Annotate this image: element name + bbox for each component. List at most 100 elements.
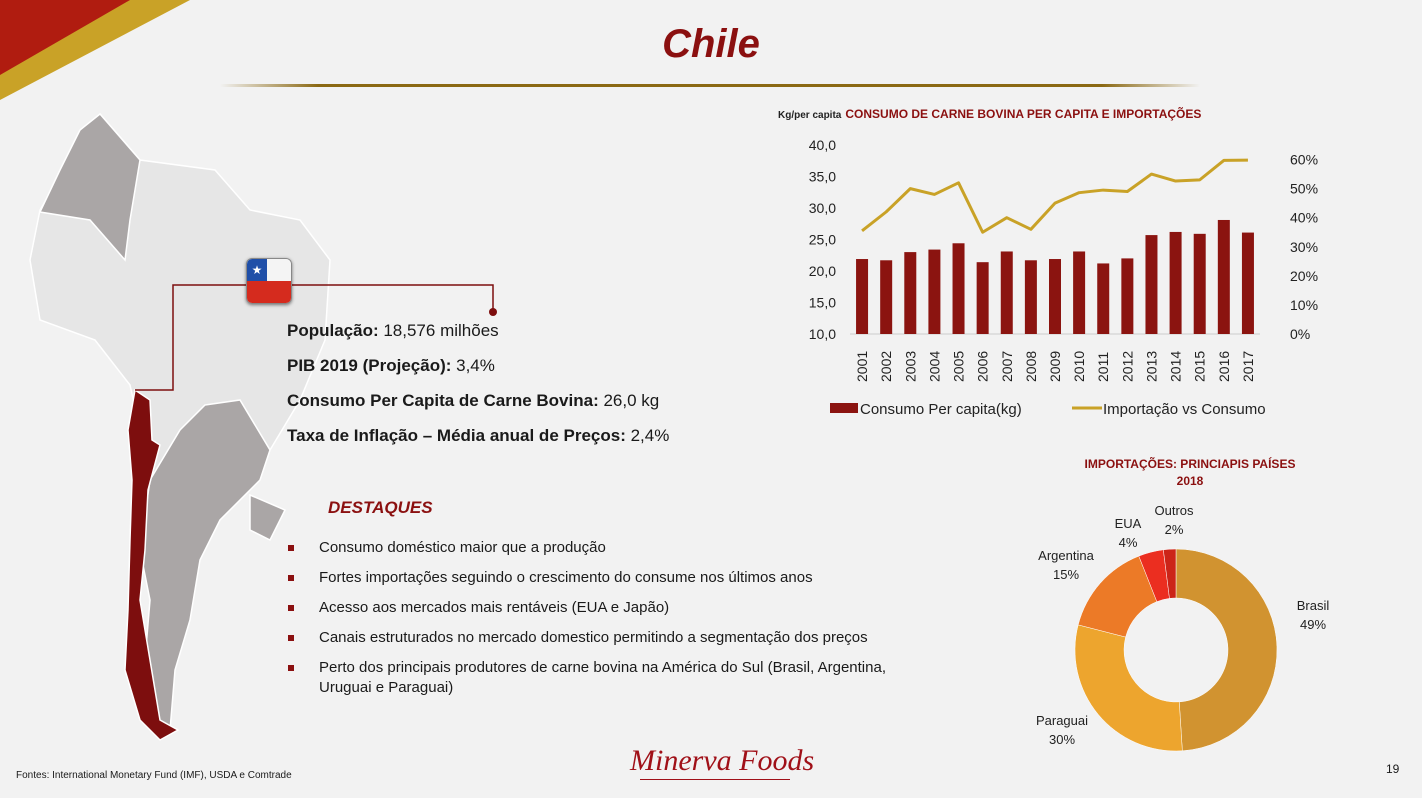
chart-y-unit: Kg/per capita	[778, 110, 842, 121]
slice-value: 30%	[1049, 732, 1075, 747]
bar	[1097, 263, 1110, 334]
info-label: Consumo Per Capita de Carne Bovina:	[287, 391, 599, 410]
x-tick-label: 2010	[1071, 351, 1087, 382]
x-tick-label: 2013	[1143, 351, 1159, 382]
slice-label: Brasil	[1297, 598, 1330, 613]
x-tick-label: 2005	[951, 351, 967, 382]
pie-subtitle: 2018	[1176, 474, 1204, 488]
y-tick-label: 20,0	[809, 263, 836, 279]
donut-slice	[1163, 548, 1177, 599]
info-value: 26,0 kg	[598, 391, 660, 410]
list-item: Perto dos principais produtores de carne…	[286, 658, 886, 698]
slice-value: 49%	[1300, 617, 1326, 632]
donut-slice	[1175, 548, 1278, 752]
y-tick-label: 15,0	[809, 295, 836, 311]
slice-label: Paraguai	[1036, 713, 1088, 728]
bar	[1169, 231, 1182, 334]
bar	[1073, 251, 1086, 334]
slice-label: Outros	[1154, 503, 1194, 518]
info-consumption: Consumo Per Capita de Carne Bovina: 26,0…	[287, 391, 659, 411]
x-tick-label: 2008	[1023, 351, 1039, 382]
info-value: 3,4%	[451, 356, 495, 375]
map-country-chile	[124, 388, 180, 741]
info-value: 2,4%	[625, 426, 670, 445]
x-tick-label: 2016	[1216, 351, 1232, 382]
sources-footer: Fontes: International Monetary Fund (IMF…	[16, 770, 292, 781]
x-tick-label: 2009	[1047, 351, 1063, 382]
y2-tick-label: 30%	[1290, 239, 1318, 255]
bar	[1217, 219, 1230, 334]
page-number: 19	[1386, 762, 1400, 776]
title-divider	[220, 84, 1200, 87]
highlights-heading: DESTAQUES	[328, 498, 433, 517]
info-inflation: Taxa de Inflação – Média anual de Preços…	[287, 426, 669, 446]
map-country-colombia	[38, 112, 141, 262]
x-tick-label: 2003	[902, 351, 918, 382]
chart-title: Kg/per capita CONSUMO DE CARNE BOVINA PER…	[778, 107, 1201, 121]
bar	[904, 252, 917, 334]
bar	[880, 260, 893, 334]
y2-tick-label: 0%	[1290, 326, 1310, 342]
bar	[1145, 235, 1158, 334]
chart-title-text: CONSUMO DE CARNE BOVINA PER CAPITA E IMP…	[845, 107, 1202, 121]
bar	[976, 262, 989, 334]
list-item: Fortes importações seguindo o cresciment…	[286, 568, 886, 588]
y2-tick-label: 50%	[1290, 181, 1318, 197]
slice-value: 2%	[1165, 522, 1184, 537]
y-tick-label: 10,0	[809, 326, 836, 342]
slice-value: 15%	[1053, 567, 1079, 582]
x-tick-label: 2007	[999, 351, 1015, 382]
map-country-uruguay	[249, 493, 287, 542]
x-tick-label: 2015	[1192, 351, 1208, 382]
import-line	[861, 158, 1248, 234]
list-item: Acesso aos mercados mais rentáveis (EUA …	[286, 598, 886, 618]
x-tick-label: 2014	[1168, 351, 1184, 382]
donut-slice	[1074, 624, 1183, 752]
bar	[1000, 251, 1013, 334]
y-tick-label: 40,0	[809, 137, 836, 153]
info-gdp: PIB 2019 (Projeção): 3,4%	[287, 356, 495, 376]
y-tick-label: 35,0	[809, 169, 836, 185]
bar	[952, 243, 965, 334]
imports-donut-chart: Brasil 49% Paraguai 30% Argentina 15% EUA 4% Out…	[1036, 503, 1330, 752]
slice-label: Argentina	[1038, 548, 1094, 563]
info-population: População: 18,576 milhões	[287, 321, 499, 341]
south-america-map	[29, 112, 331, 741]
x-tick-label: 2002	[878, 351, 894, 382]
bar	[856, 259, 869, 334]
callout-lines	[135, 284, 497, 391]
slice-value: 4%	[1119, 535, 1138, 550]
y2-tick-label: 20%	[1290, 268, 1318, 284]
y-tick-label: 30,0	[809, 200, 836, 216]
x-tick-label: 2017	[1240, 351, 1256, 382]
bar	[1121, 258, 1134, 334]
consumption-chart: 10,0 15,0 20,0 25,0 30,0 35,0 40,0 0% 10% 20% 30% 4…	[809, 137, 1318, 418]
y2-tick-label: 40%	[1290, 210, 1318, 226]
pie-title: IMPORTAÇÕES: PRINCIAPIS PAÍSES 2018	[1040, 456, 1340, 490]
bar	[1049, 259, 1061, 334]
chile-flag-icon: ★	[246, 258, 292, 304]
legend-bar-label: Consumo Per capita(kg)	[860, 401, 1022, 418]
bar	[928, 249, 941, 334]
y2-tick-label: 10%	[1290, 297, 1318, 313]
list-item: Consumo doméstico maior que a produção	[286, 538, 886, 558]
legend-line-label: Importação vs Consumo	[1103, 401, 1266, 418]
y2-tick-label: 60%	[1290, 152, 1318, 168]
bar	[1241, 232, 1254, 334]
list-item: Canais estruturados no mercado domestico…	[286, 628, 886, 648]
page-title: Chile	[662, 22, 760, 66]
x-tick-label: 2011	[1095, 352, 1111, 382]
slice-label: EUA	[1115, 516, 1142, 531]
x-tick-label: 2001	[854, 351, 870, 382]
highlights-list: Consumo doméstico maior que a produção F…	[286, 538, 886, 708]
x-tick-label: 2004	[926, 351, 942, 382]
x-tick-label: 2006	[975, 351, 991, 382]
x-tick-label: 2012	[1119, 351, 1135, 382]
bar	[1024, 260, 1037, 334]
info-value: 18,576 milhões	[378, 321, 499, 340]
info-label: Taxa de Inflação – Média anual de Preços…	[287, 426, 626, 445]
minerva-logo: Minerva Foods	[630, 744, 815, 777]
info-label: PIB 2019 (Projeção):	[287, 356, 452, 375]
corner-decoration	[0, 0, 190, 100]
